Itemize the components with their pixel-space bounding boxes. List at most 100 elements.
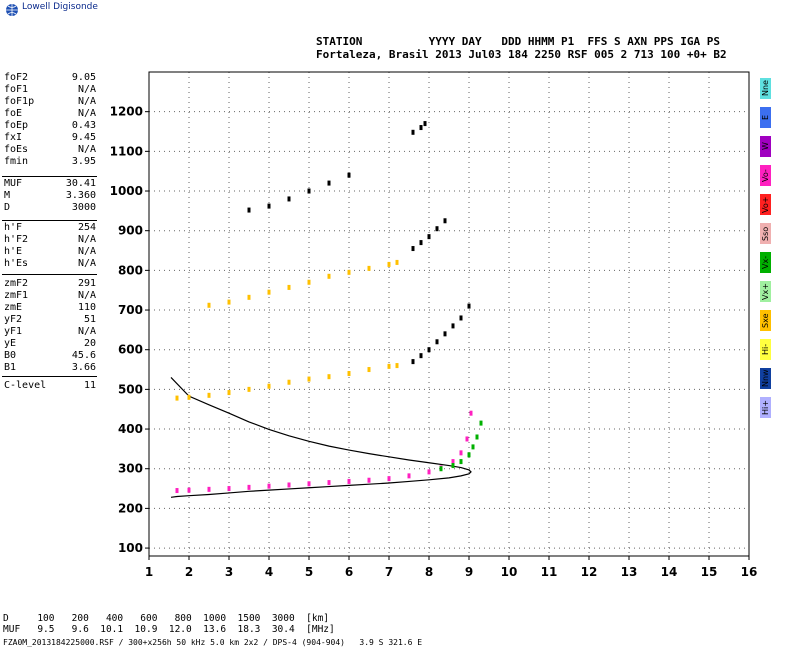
y-tick-label: 700 [118, 303, 143, 317]
param-row: h'E N/A [4, 246, 96, 258]
trace-point [247, 207, 251, 213]
param-value: 51 [83, 314, 96, 325]
y-tick-label: 600 [118, 343, 143, 357]
param-label: yF1 [4, 326, 23, 337]
trace-point [395, 363, 399, 369]
trace-point [459, 459, 463, 465]
param-value: 20 [83, 338, 96, 349]
param-value: N/A [77, 84, 96, 95]
param-row: yF1 N/A [4, 326, 96, 338]
param-row: foEp 0.43 [4, 120, 96, 132]
param-row: MUF 30.41 [4, 178, 96, 190]
param-row: fxI 9.45 [4, 132, 96, 144]
trace-points [175, 121, 483, 494]
param-label: foEp [4, 120, 29, 131]
file-info: FZA0M_2013184225000.RSF / 300+x256h 50 k… [3, 638, 423, 647]
param-label: fmin [4, 156, 29, 167]
param-label: h'Es [4, 258, 29, 269]
param-value: 3.66 [71, 362, 96, 373]
trace-point [443, 218, 447, 224]
legend-item-hi: Hi+ [760, 397, 771, 418]
trace-point [419, 125, 423, 131]
y-tick-label: 200 [118, 501, 143, 515]
trace-point [287, 482, 291, 488]
trace-point [267, 383, 271, 389]
x-tick-label: 9 [465, 565, 473, 579]
y-tick-label: 500 [118, 382, 143, 396]
trace-point [471, 444, 475, 450]
x-tick-label: 15 [701, 565, 718, 579]
param-value: 0.43 [71, 120, 96, 131]
param-row: foE N/A [4, 108, 96, 120]
x-tick-label: 7 [385, 565, 393, 579]
trace-point [247, 294, 251, 300]
y-tick-label: 400 [118, 422, 143, 436]
param-value: N/A [77, 258, 96, 269]
profile-curve [170, 377, 472, 498]
param-label: h'F2 [4, 234, 29, 245]
legend-item-e: E [760, 107, 771, 128]
trace-point [327, 180, 331, 186]
trace-point [387, 363, 391, 369]
trace-point [451, 463, 455, 469]
param-row: foF2 9.05 [4, 72, 96, 84]
param-value: 254 [77, 222, 96, 233]
param-label: D [4, 202, 11, 213]
trace-point [419, 353, 423, 359]
trace-point [467, 303, 471, 309]
trace-point [267, 483, 271, 489]
trace-point [347, 371, 351, 377]
legend-item-sso: Sso [760, 223, 771, 244]
grid [148, 72, 750, 556]
param-row: C-level 11 [4, 380, 96, 392]
trace-point [439, 466, 443, 472]
header-values: Fortaleza, Brasil 2013 Jul03 184 2250 RS… [316, 48, 727, 61]
trace-point [327, 273, 331, 279]
param-value: 11 [83, 380, 96, 391]
trace-point [423, 121, 427, 127]
param-label: yF2 [4, 314, 23, 325]
trace-point [367, 265, 371, 271]
trace-point [347, 172, 351, 178]
param-row: yE 20 [4, 338, 96, 350]
trace-point [307, 481, 311, 487]
trace-point [187, 394, 191, 400]
x-tick-label: 10 [501, 565, 518, 579]
trace-point [227, 390, 231, 396]
param-value: 30.41 [65, 178, 96, 189]
param-row: yF2 51 [4, 314, 96, 326]
param-value: 3.360 [65, 190, 96, 201]
x-tick-label: 8 [425, 565, 433, 579]
trace-point [327, 374, 331, 380]
param-value: 9.05 [71, 72, 96, 83]
param-value: N/A [77, 290, 96, 301]
y-tick-label: 1000 [110, 184, 143, 198]
trace-point [347, 269, 351, 275]
param-label: h'E [4, 246, 23, 257]
x-tick-label: 12 [581, 565, 598, 579]
trace-point [387, 261, 391, 267]
param-row: h'F 254 [4, 222, 96, 234]
globe-icon [6, 4, 18, 16]
trace-point [307, 279, 311, 285]
param-row: foF1p N/A [4, 96, 96, 108]
param-label: zmE [4, 302, 23, 313]
trace-point [175, 395, 179, 401]
trace-point [435, 226, 439, 232]
trace-point [207, 486, 211, 492]
trace-point [459, 450, 463, 456]
trace-point [475, 434, 479, 440]
param-row: B0 45.6 [4, 350, 96, 362]
trace-point [287, 379, 291, 385]
param-value: N/A [77, 326, 96, 337]
trace-point [187, 487, 191, 493]
trace-point [347, 478, 351, 484]
param-row: B1 3.66 [4, 362, 96, 374]
trace-point [387, 476, 391, 482]
trace-point [427, 234, 431, 240]
distance-row: D 100 200 400 600 800 1000 1500 3000 [km… [3, 613, 330, 624]
param-label: foF2 [4, 72, 29, 83]
param-label: foF1 [4, 84, 29, 95]
trace-point [435, 339, 439, 345]
